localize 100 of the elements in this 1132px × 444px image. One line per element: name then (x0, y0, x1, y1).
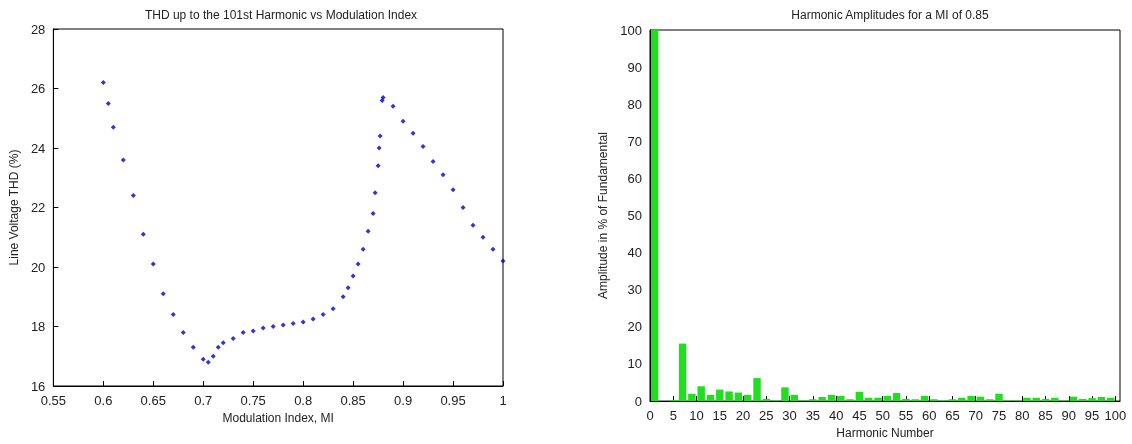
point (350, 273, 356, 279)
x-tick-label: 0.8 (294, 393, 313, 408)
bar (883, 395, 892, 402)
point (370, 210, 376, 216)
x-axis-title: Harmonic Number (836, 426, 934, 440)
point (200, 356, 206, 362)
y-tick-label: 10 (627, 356, 642, 372)
point (230, 335, 236, 341)
point (390, 103, 396, 109)
x-tick-label: 25 (759, 408, 774, 424)
x-tick-label: 45 (852, 408, 867, 424)
x-tick-label: 0 (646, 408, 654, 424)
point (470, 222, 476, 228)
x-tick-label: 80 (1015, 408, 1030, 424)
bar (1097, 397, 1106, 402)
x-tick-label: 1 (499, 393, 507, 408)
point (215, 344, 221, 350)
bar (874, 397, 882, 402)
point (300, 319, 306, 325)
point (120, 157, 126, 163)
point (260, 325, 266, 331)
bar (920, 395, 929, 402)
point (490, 246, 496, 252)
bar (995, 393, 1003, 402)
y-tick-label: 30 (627, 282, 642, 298)
point (440, 172, 446, 178)
point (290, 321, 296, 327)
x-tick-label: 0.6 (94, 393, 113, 408)
x-tick-label: 55 (898, 408, 914, 424)
chart-title: Harmonic Amplitudes for a MI of 0.85 (791, 8, 990, 22)
x-tick-label: 10 (689, 408, 704, 424)
x-tick-label: 95 (1084, 408, 1100, 424)
point (360, 246, 366, 252)
y-tick-label: 50 (627, 208, 642, 224)
point (330, 306, 336, 312)
x-tick-label: 85 (1038, 408, 1053, 424)
point (150, 261, 156, 267)
point (480, 234, 486, 240)
point (372, 190, 378, 196)
x-tick-label: 0.75 (240, 393, 266, 408)
point (180, 329, 186, 335)
point (420, 144, 426, 150)
x-tick-label: 65 (945, 408, 960, 424)
point (205, 359, 211, 365)
y-tick-label: 16 (30, 378, 46, 394)
point (140, 231, 146, 237)
point (240, 329, 246, 335)
x-tick-label: 0.9 (394, 393, 413, 408)
x-tick-label: 50 (875, 408, 890, 424)
y-tick-label: 22 (30, 200, 46, 215)
y-tick-label: 20 (30, 259, 46, 275)
x-tick-label: 5 (669, 408, 677, 424)
y-axis-title: Line Voltage THD (%) (7, 149, 21, 266)
y-tick-label: 18 (30, 319, 46, 334)
y-tick-label: 70 (627, 133, 642, 149)
bar (855, 391, 864, 402)
y-tick-label: 20 (627, 319, 642, 335)
y-tick-label: 24 (30, 140, 46, 156)
point (365, 228, 371, 234)
bar (753, 378, 761, 402)
x-tick-label: 0.55 (40, 393, 67, 408)
bar (902, 398, 910, 402)
y-axis-title: Amplitude in % of Fundamental (596, 132, 611, 299)
x-tick-label: 35 (805, 408, 821, 424)
x-tick-label: 0.85 (340, 393, 366, 408)
x-tick-label: 15 (712, 408, 728, 424)
point (100, 80, 106, 86)
point (320, 312, 326, 318)
point (190, 344, 196, 350)
point (340, 294, 346, 300)
bar (781, 387, 789, 402)
point (460, 205, 466, 210)
point (130, 193, 136, 199)
point (210, 353, 216, 359)
point (310, 316, 316, 322)
y-tick-label: 80 (627, 96, 642, 112)
y-tick-label: 60 (627, 170, 642, 186)
bar (1088, 398, 1096, 402)
y-tick-label: 40 (627, 245, 642, 261)
bar (892, 392, 901, 402)
point (345, 285, 351, 291)
point (377, 133, 383, 139)
point (375, 163, 381, 169)
x-tick-label: 90 (1061, 408, 1077, 424)
point (160, 291, 166, 297)
chart-title: THD up to the 101st Harmonic vs Modulation Index (144, 8, 418, 22)
x-tick-label: 40 (828, 408, 844, 424)
point (376, 145, 382, 151)
point (410, 130, 416, 136)
x-tick-label: 0.65 (140, 393, 166, 408)
y-tick-label: 90 (627, 59, 642, 75)
x-tick-label: 100 (1104, 408, 1127, 424)
y-tick-label: 28 (30, 21, 46, 37)
x-tick-label: 60 (921, 408, 937, 424)
point (430, 158, 436, 164)
bar (1023, 397, 1031, 402)
point (250, 328, 256, 334)
point (450, 187, 456, 193)
x-tick-label: 0.95 (440, 393, 466, 408)
x-tick-label: 20 (735, 408, 751, 424)
